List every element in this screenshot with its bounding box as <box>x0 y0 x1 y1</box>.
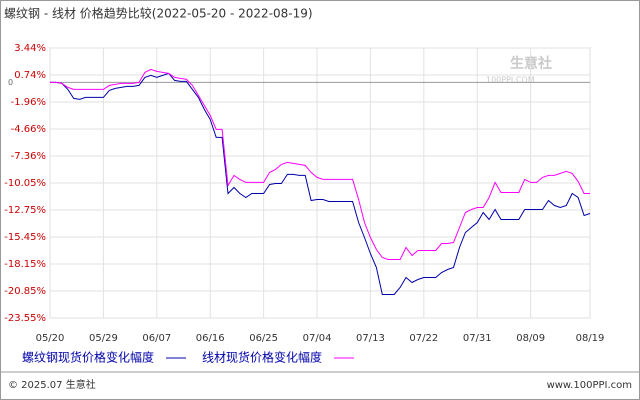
y-tick-label: 0.74% <box>14 70 46 81</box>
x-tick-label: 06/25 <box>249 333 278 344</box>
x-tick-label: 06/16 <box>196 333 225 344</box>
x-tick-label: 07/22 <box>409 333 438 344</box>
x-tick-label: 08/09 <box>516 333 545 344</box>
y-tick-label: -23.55% <box>4 313 46 324</box>
x-tick-label: 07/04 <box>303 333 332 344</box>
x-tick-label: 07/31 <box>463 333 492 344</box>
y-tick-label: -4.66% <box>11 124 46 135</box>
y-tick-label: -20.85% <box>4 286 46 297</box>
footer-left: © 2025.07 生意社 <box>8 378 96 391</box>
x-tick-label: 05/29 <box>89 333 118 344</box>
y-tick-label: -18.15% <box>4 259 46 270</box>
chart-title: 螺纹钢 - 线材 价格趋势比较(2022-05-20 - 2022-08-19) <box>4 6 313 21</box>
y-tick-label: 3.44% <box>14 43 46 54</box>
x-tick-label: 06/07 <box>142 333 171 344</box>
y-tick-label: -10.05% <box>4 178 46 189</box>
series-line <box>50 72 591 295</box>
x-tick-label: 08/19 <box>576 333 605 344</box>
y-tick-label: -12.75% <box>4 205 46 216</box>
y-tick-label: -1.96% <box>11 97 46 108</box>
legend-label: 线材现货价格变化幅度 <box>202 350 322 365</box>
footer-right: www.100PPI.com <box>547 380 632 391</box>
y-tick-label: -15.45% <box>4 232 46 243</box>
series-line <box>50 68 590 260</box>
zero-label: 0 <box>8 78 13 87</box>
x-tick-label: 07/13 <box>356 333 385 344</box>
legend-label: 螺纹钢现货价格变化幅度 <box>22 350 154 365</box>
y-tick-label: -7.36% <box>11 151 46 162</box>
watermark: 100PPI.COM <box>486 76 535 85</box>
x-tick-label: 05/20 <box>36 333 65 344</box>
